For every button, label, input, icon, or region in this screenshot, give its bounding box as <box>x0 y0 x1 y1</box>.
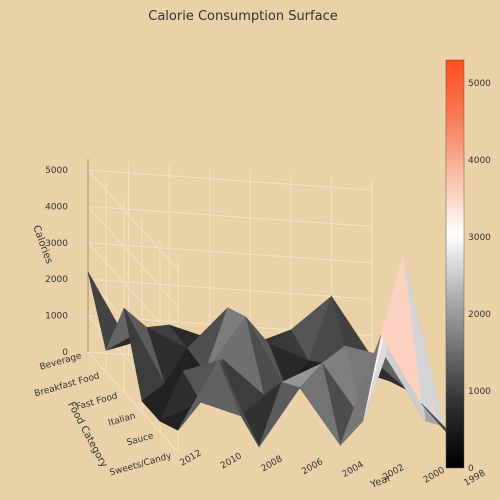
year-tick-label: 2010 <box>219 451 244 471</box>
year-tick-label: 2006 <box>300 457 325 477</box>
year-tick-label: 2008 <box>260 454 285 474</box>
colorbar-tick-label: 2000 <box>468 310 491 320</box>
z-tick-label: 4000 <box>45 202 68 212</box>
z-grid-line <box>86 205 373 307</box>
year-tick-label: 1998 <box>463 468 488 488</box>
surface-face <box>340 335 382 446</box>
category-tick-label: Sweets/Candy <box>109 451 174 478</box>
z-tick-label: 2000 <box>45 275 68 285</box>
colorbar-gradient <box>445 59 465 469</box>
surface-face <box>380 256 422 404</box>
category-tick-label: Beverage <box>39 351 84 373</box>
colorbar: 0 1000 2000 3000 4000 5000 <box>445 59 491 474</box>
category-tick-label: Fast Food <box>75 391 119 412</box>
category-tick-label: Sauce <box>126 431 156 448</box>
category-axis-title: Food Category <box>65 400 109 470</box>
colorbar-tick-label: 5000 <box>468 79 491 89</box>
colorbar-tick-label: 0 <box>468 464 474 474</box>
surface-face <box>218 360 260 447</box>
category-tick-label: Italian <box>107 411 137 428</box>
surface-layer <box>87 256 463 451</box>
year-tick-label: 2012 <box>179 448 204 468</box>
z-tick-label: 3000 <box>45 239 68 249</box>
colorbar-tick-label: 4000 <box>468 156 491 166</box>
z-tick-label: 0 <box>62 348 68 358</box>
z-tick-label: 5000 <box>45 166 68 176</box>
year-tick-label: 2000 <box>422 465 447 485</box>
category-tick-label: Breakfast Food <box>33 371 100 399</box>
z-grid-line <box>86 169 373 271</box>
colorbar-tick-label: 3000 <box>468 233 491 243</box>
z-tick-label: 1000 <box>45 312 68 322</box>
colorbar-tick-label: 1000 <box>468 387 491 397</box>
chart-title: Calorie Consumption Surface <box>148 9 337 24</box>
year-tick-label: 2004 <box>341 460 366 480</box>
surface-face <box>258 381 301 447</box>
surface-face <box>177 360 219 431</box>
surface-face <box>299 362 341 446</box>
